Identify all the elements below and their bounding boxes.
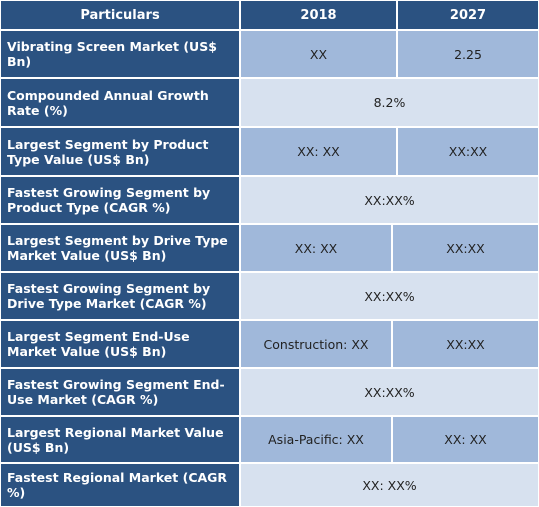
row-value-2018-market-value: XX bbox=[241, 31, 396, 77]
row-label-fastest-product-type: Fastest Growing Segment by Product Type … bbox=[1, 177, 239, 223]
row-value-2027-largest-product-type: XX:XX bbox=[398, 128, 538, 175]
row-value-2027-market-value: 2.25 bbox=[398, 31, 538, 77]
row-label-fastest-drive-type: Fastest Growing Segment by Drive Type Ma… bbox=[1, 273, 239, 319]
row-label-largest-end-use: Largest Segment End-Use Market Value (US… bbox=[1, 321, 239, 367]
row-label-cagr: Compounded Annual Growth Rate (%) bbox=[1, 79, 239, 126]
row-value-fastest-product-type: XX:XX% bbox=[241, 177, 538, 223]
row-value-cagr: 8.2% bbox=[241, 79, 538, 126]
row-label-fastest-region: Fastest Regional Market (CAGR %) bbox=[1, 464, 239, 506]
row-value-2027-largest-end-use: XX:XX bbox=[393, 321, 538, 367]
header-particulars: Particulars bbox=[1, 1, 239, 29]
row-value-2018-largest-product-type: XX: XX bbox=[241, 128, 396, 175]
row-value-fastest-region: XX: XX% bbox=[241, 464, 538, 506]
row-value-2018-largest-region: Asia-Pacific: XX bbox=[241, 417, 391, 462]
row-value-2018-largest-end-use: Construction: XX bbox=[241, 321, 391, 367]
header-2027: 2027 bbox=[398, 1, 538, 29]
row-label-fastest-end-use: Fastest Growing Segment End-Use Market (… bbox=[1, 369, 239, 415]
row-value-2018-largest-drive-type: XX: XX bbox=[241, 225, 391, 271]
row-label-largest-product-type: Largest Segment by Product Type Value (U… bbox=[1, 128, 239, 175]
row-value-fastest-end-use: XX:XX% bbox=[241, 369, 538, 415]
row-label-largest-drive-type: Largest Segment by Drive Type Market Val… bbox=[1, 225, 239, 271]
row-value-2027-largest-region: XX: XX bbox=[393, 417, 538, 462]
row-value-2027-largest-drive-type: XX:XX bbox=[393, 225, 538, 271]
row-label-largest-region: Largest Regional Market Value (US$ Bn) bbox=[1, 417, 239, 462]
header-2018: 2018 bbox=[241, 1, 396, 29]
row-label-market-value: Vibrating Screen Market (US$ Bn) bbox=[1, 31, 239, 77]
row-value-fastest-drive-type: XX:XX% bbox=[241, 273, 538, 319]
